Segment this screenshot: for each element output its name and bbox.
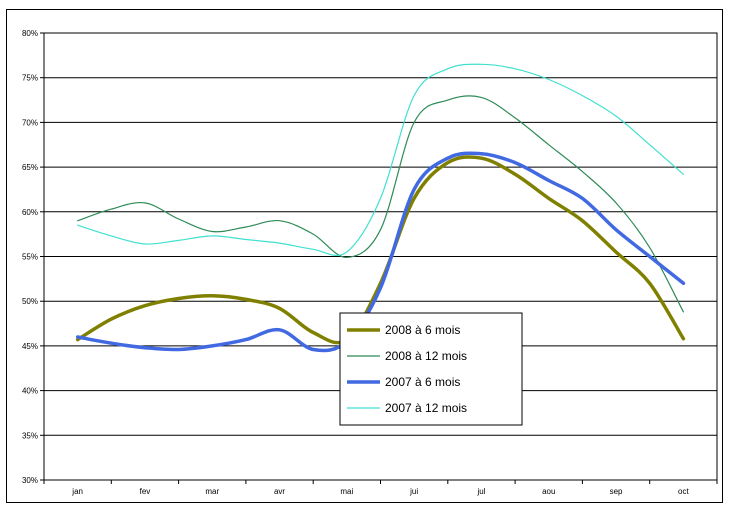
- series-line-2: [77, 95, 684, 313]
- legend: 2008 à 6 mois 2008 à 12 mois 2007 à 6 mois…: [339, 312, 523, 426]
- x-axis-tick-labels: jan fev mar avr mai jui jul aou sep oct: [71, 487, 689, 496]
- y-tick-label: 70%: [22, 118, 38, 127]
- x-tick-label: aou: [542, 487, 555, 496]
- legend-label: 2007 à 6 mois: [385, 375, 460, 389]
- series-line-4: [77, 63, 684, 256]
- plot-border: [43, 32, 718, 481]
- x-tick-label: jan: [71, 487, 83, 496]
- y-axis-tick-labels: 30% 35% 40% 45% 50% 55% 60% 65% 70% 75% 80%: [22, 29, 38, 485]
- x-tick-label: fev: [140, 487, 151, 496]
- x-tick-label: oct: [678, 487, 689, 496]
- x-tick-label: jul: [476, 487, 485, 496]
- y-tick-label: 35%: [22, 431, 38, 440]
- y-tick-label: 65%: [22, 163, 38, 172]
- y-tick-label: 40%: [22, 387, 38, 396]
- plot-area-border: [43, 32, 718, 481]
- y-tick-label: 55%: [22, 253, 38, 262]
- x-tick-label: avr: [274, 487, 285, 496]
- line-chart: 30% 35% 40% 45% 50% 55% 60% 65% 70% 75% 80% jan fev…: [22, 29, 718, 496]
- x-tick-label: jui: [409, 487, 418, 496]
- legend-label: 2008 à 12 mois: [385, 349, 467, 363]
- y-tick-label: 45%: [22, 342, 38, 351]
- y-tick-label: 80%: [22, 29, 38, 38]
- y-tick-label: 75%: [22, 74, 38, 83]
- chart-frame: 30% 35% 40% 45% 50% 55% 60% 65% 70% 75% 80% jan fev…: [6, 9, 723, 503]
- x-tick-label: sep: [610, 487, 623, 496]
- legend-label: 2008 à 6 mois: [385, 323, 460, 337]
- x-tick-label: mar: [205, 487, 219, 496]
- series-line-3: [75, 151, 686, 353]
- series-lines: [75, 63, 686, 353]
- y-tick-label: 50%: [22, 297, 38, 306]
- x-tick-label: mai: [340, 487, 353, 496]
- y-tick-label: 30%: [22, 476, 38, 485]
- y-tick-label: 60%: [22, 208, 38, 217]
- legend-label: 2007 à 12 mois: [385, 401, 467, 415]
